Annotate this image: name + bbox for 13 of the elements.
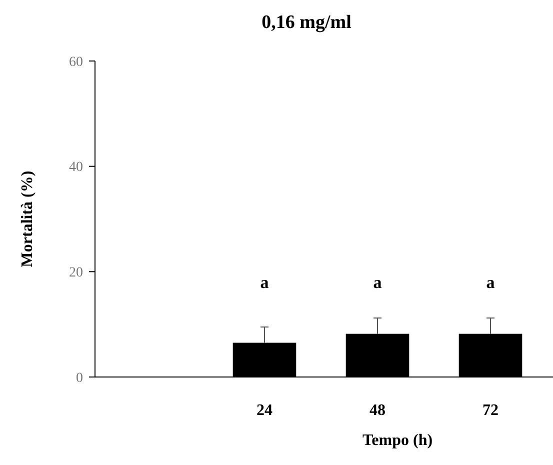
y-tick-label: 0 <box>76 370 83 386</box>
y-tick-label: 20 <box>69 266 83 281</box>
annotation: a <box>260 272 270 292</box>
y-tick-label: 60 <box>69 54 83 70</box>
x-tick-label: 72 <box>482 402 498 419</box>
y-axis-title: Mortalità (%) <box>19 170 36 268</box>
x-tick-label: 24 <box>256 402 272 419</box>
chart-title: 0,16 mg/ml <box>262 12 352 33</box>
annotation: a <box>486 272 496 292</box>
annotation: a <box>373 272 382 292</box>
y-tick-label: 40 <box>69 160 83 176</box>
x-axis-title: Tempo (h) <box>362 432 433 449</box>
x-tick-label: 48 <box>370 402 386 419</box>
